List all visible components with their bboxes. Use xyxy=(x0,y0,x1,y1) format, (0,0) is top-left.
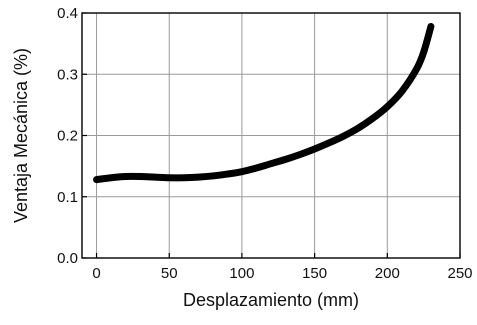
y-axis-title: Ventaja Mecánica (%) xyxy=(11,48,31,223)
y-tick-label: 0.1 xyxy=(57,189,78,206)
series-line xyxy=(93,22,435,184)
x-tick-label: 0 xyxy=(92,265,100,282)
y-tick-label: 0.4 xyxy=(57,5,78,22)
y-tick-label: 0.3 xyxy=(57,66,78,83)
series-layer xyxy=(93,22,435,184)
x-tick-label: 150 xyxy=(302,265,327,282)
y-tick-label: 0.2 xyxy=(57,128,78,145)
grid-layer xyxy=(82,13,460,258)
x-tick-label: 200 xyxy=(375,265,400,282)
x-tick-label: 50 xyxy=(161,265,178,282)
x-tick-label: 100 xyxy=(229,265,254,282)
x-axis-title: Desplazamiento (mm) xyxy=(183,290,359,310)
x-tick-label: 250 xyxy=(447,265,472,282)
y-tick-label: 0.0 xyxy=(57,250,78,267)
tick-layer: 0 50 100 150 200 250 0.0 0.1 0.2 0.3 0.4 xyxy=(57,5,472,282)
